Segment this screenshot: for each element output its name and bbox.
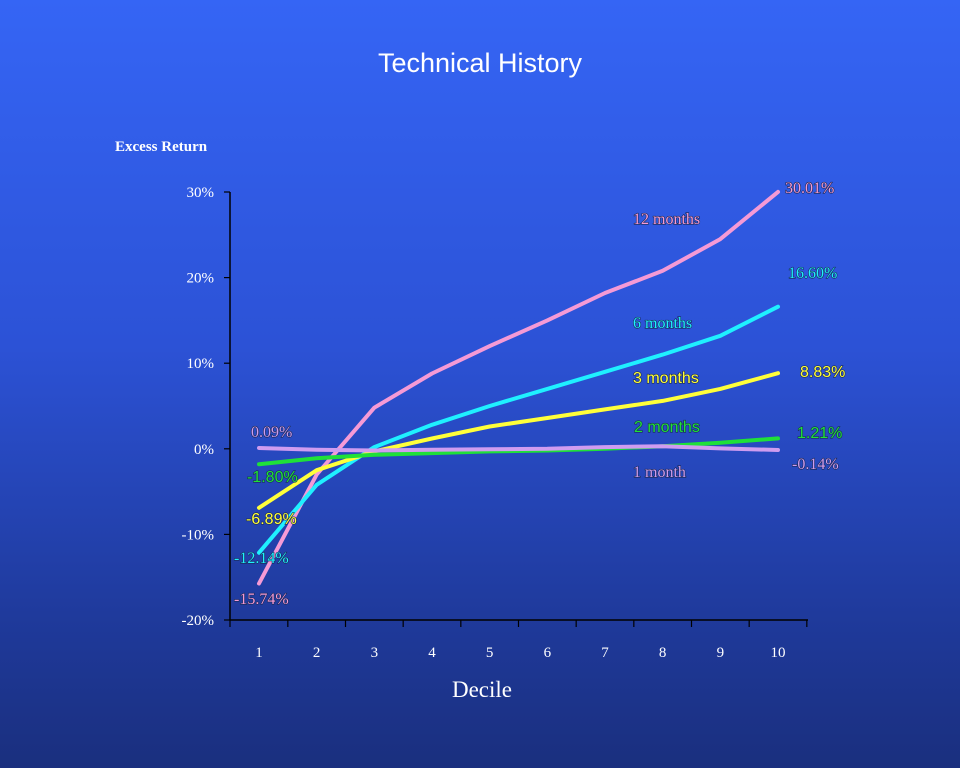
series-start-value-label: -15.74% (234, 591, 289, 608)
series-end-value-label: 8.83% (800, 364, 845, 381)
y-tick-label: 10% (187, 356, 215, 372)
series-end-value-label: 16.60% (788, 265, 837, 282)
x-tick-label: 6 (544, 645, 552, 661)
series-line-1 (257, 189, 780, 586)
series-start-value-label: -12.14% (234, 550, 289, 567)
x-tick-label: 9 (717, 645, 725, 661)
x-tick-label: 4 (428, 645, 436, 661)
series-end-value-label: 1.21% (797, 425, 842, 442)
y-tick-label: 20% (187, 271, 215, 287)
x-tick-label: 3 (371, 645, 379, 661)
series-line-2 (257, 304, 780, 555)
y-axis-label: Excess Return (115, 139, 208, 155)
series-lines (257, 189, 780, 586)
series-start-value-label: 0.09% (251, 424, 292, 441)
series-line-5 (257, 444, 780, 453)
x-tick-label: 2 (313, 645, 321, 661)
x-tick-label: 1 (255, 645, 263, 661)
x-tick-label: 7 (601, 645, 609, 661)
series-end-value-label: 30.01% (785, 180, 834, 197)
x-axis-label: Decile (451, 677, 512, 702)
x-tick-label: 10 (771, 645, 786, 661)
series-labels: 12 months -15.74% 30.01% 6 months -12.14% 16.… (233, 179, 846, 608)
chart-title: Technical History (377, 48, 583, 78)
series-name-label: 3 months (633, 370, 699, 387)
axes: 30% 20% 10% 0% -10% -20% 1 2 3 4 5 6 7 8 9 10 (182, 185, 808, 661)
y-tick-label: 30% (187, 185, 215, 201)
y-tick-label: -20% (182, 613, 215, 629)
series-start-value-label: -1.80% (247, 469, 298, 486)
series-line-3 (257, 371, 780, 510)
series-name-label: 12 months (633, 211, 700, 228)
series-end-value-label: -0.14% (792, 456, 839, 473)
x-tick-label: 8 (659, 645, 667, 661)
x-tick-label: 5 (486, 645, 494, 661)
y-tick-label: -10% (182, 527, 215, 543)
series-start-value-label: -6.89% (246, 511, 297, 528)
y-tick-label: 0% (194, 442, 214, 458)
series-name-label: 1 month (633, 464, 686, 481)
series-name-label: 6 months (633, 315, 692, 332)
series-name-label: 2 months (634, 419, 700, 436)
